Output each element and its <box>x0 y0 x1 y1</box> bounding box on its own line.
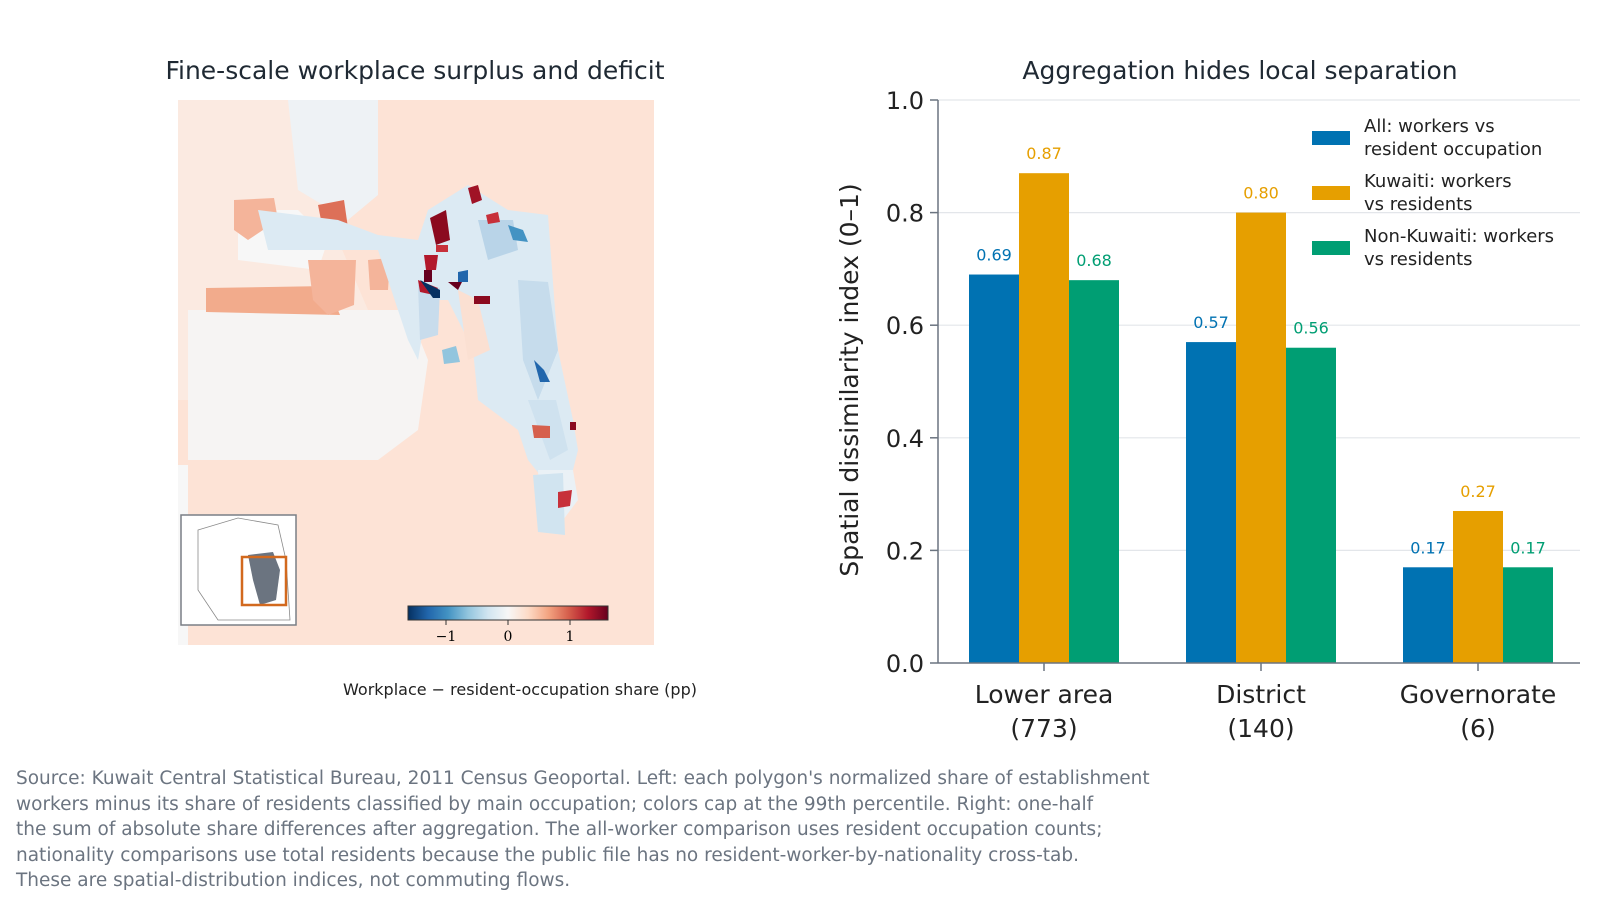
source-note-line: These are spatial-distribution indices, … <box>16 870 571 891</box>
bar <box>1186 342 1236 663</box>
bar-value-label: 0.80 <box>1243 184 1279 203</box>
inset-locator-map <box>180 514 297 626</box>
bar-value-label: 0.87 <box>1026 144 1062 163</box>
map-region <box>442 346 460 364</box>
map-region <box>258 185 578 530</box>
bar-value-label: 0.17 <box>1410 538 1446 557</box>
legend-label: Kuwaiti: workers <box>1364 171 1512 192</box>
bar-value-label: 0.27 <box>1460 482 1496 501</box>
map-region <box>288 100 378 220</box>
legend-label: vs residents <box>1364 249 1473 270</box>
source-note: Source: Kuwait Central Statistical Burea… <box>16 766 1346 894</box>
x-tick-label: (140) <box>1227 714 1294 743</box>
legend-label: Non-Kuwaiti: workers <box>1364 226 1554 247</box>
x-tick-label: District <box>1216 680 1306 709</box>
map-region <box>418 285 440 340</box>
map-region <box>424 255 438 270</box>
map-region <box>188 310 428 460</box>
map-region <box>448 282 462 290</box>
legend-label: All: workers vs <box>1364 116 1495 137</box>
bar <box>1503 567 1553 663</box>
inset-highlight-box <box>240 555 288 607</box>
map-region <box>458 270 468 282</box>
bar <box>1069 280 1119 663</box>
source-note-line: nationality comparisons use total reside… <box>16 844 1079 866</box>
source-note-line: Source: Kuwait Central Statistical Burea… <box>16 768 1150 789</box>
colorbar-tick-label: 0 <box>504 629 513 645</box>
map-region <box>430 210 450 245</box>
choropleth-map: −1 0 1 <box>178 100 670 664</box>
y-tick-label: 1.0 <box>886 87 924 115</box>
map-svg: −1 0 1 <box>178 100 654 645</box>
x-tick-label: (773) <box>1010 714 1077 743</box>
bar <box>1403 567 1453 663</box>
bar <box>1453 510 1503 663</box>
legend-swatch <box>1312 186 1350 200</box>
bar-chart: 0.0 0.2 0.4 0.6 0.8 1.0 Lower area (773) Distric… <box>835 87 1580 743</box>
legend-label: vs residents <box>1364 194 1473 215</box>
bar <box>1019 173 1069 663</box>
bar-value-label: 0.69 <box>976 246 1012 265</box>
chart-title: Aggregation hides local separation <box>1022 56 1458 85</box>
map-region <box>508 225 528 242</box>
map-region <box>558 490 572 508</box>
map-region <box>468 185 482 204</box>
x-tick-label: Governorate <box>1400 680 1557 709</box>
source-note-line: workers minus its share of residents cla… <box>16 793 1094 815</box>
inset-city <box>248 552 280 605</box>
chart-axes: 0.0 0.2 0.4 0.6 0.8 1.0 Lower area (773) Distric… <box>886 87 1580 743</box>
chart-labels: 0.69 0.87 0.68 0.57 0.80 0.56 0.17 0.27 0.17 <box>976 144 1546 557</box>
map-region <box>436 245 448 252</box>
bar <box>1236 212 1286 663</box>
bar <box>1286 347 1336 663</box>
map-region <box>533 473 565 535</box>
legend-label: resident occupation <box>1364 139 1542 160</box>
bar-value-label: 0.57 <box>1193 313 1229 332</box>
colorbar-tick-label: 1 <box>566 629 575 645</box>
x-tick-label: Lower area <box>975 680 1114 709</box>
map-title: Fine-scale workplace surplus and deficit <box>165 56 665 85</box>
y-tick-label: 0.6 <box>886 312 924 340</box>
source-note-line: the sum of absolute share differences af… <box>16 819 1103 840</box>
map-region <box>474 296 490 304</box>
y-tick-label: 0.2 <box>886 537 924 565</box>
map-region <box>486 212 500 224</box>
map-region <box>458 290 490 360</box>
bar-value-label: 0.68 <box>1076 251 1112 270</box>
bar <box>969 274 1019 663</box>
map-region <box>206 286 340 315</box>
map-region <box>518 280 558 400</box>
map-region <box>534 360 550 382</box>
map-region <box>424 270 432 282</box>
y-tick-label: 0.8 <box>886 200 924 228</box>
y-axis-label: Spatial dissimilarity index (0–1) <box>835 183 864 576</box>
y-tick-label: 0.4 <box>886 425 924 453</box>
colorbar-label: Workplace − resident-occupation share (p… <box>343 680 697 699</box>
bar-value-label: 0.17 <box>1510 538 1546 557</box>
legend-swatch <box>1312 131 1350 145</box>
colorbar-tick-label: −1 <box>436 629 457 645</box>
chart-bars <box>969 173 1553 663</box>
map-region <box>420 280 440 298</box>
legend-swatch <box>1312 241 1350 255</box>
x-tick-label: (6) <box>1460 714 1495 743</box>
map-region <box>478 220 518 260</box>
map-region <box>532 425 550 438</box>
map-region <box>570 422 576 430</box>
map-region <box>234 198 278 240</box>
bar-value-label: 0.56 <box>1293 319 1329 338</box>
map-region <box>308 260 356 315</box>
y-tick-label: 0.0 <box>886 650 924 678</box>
